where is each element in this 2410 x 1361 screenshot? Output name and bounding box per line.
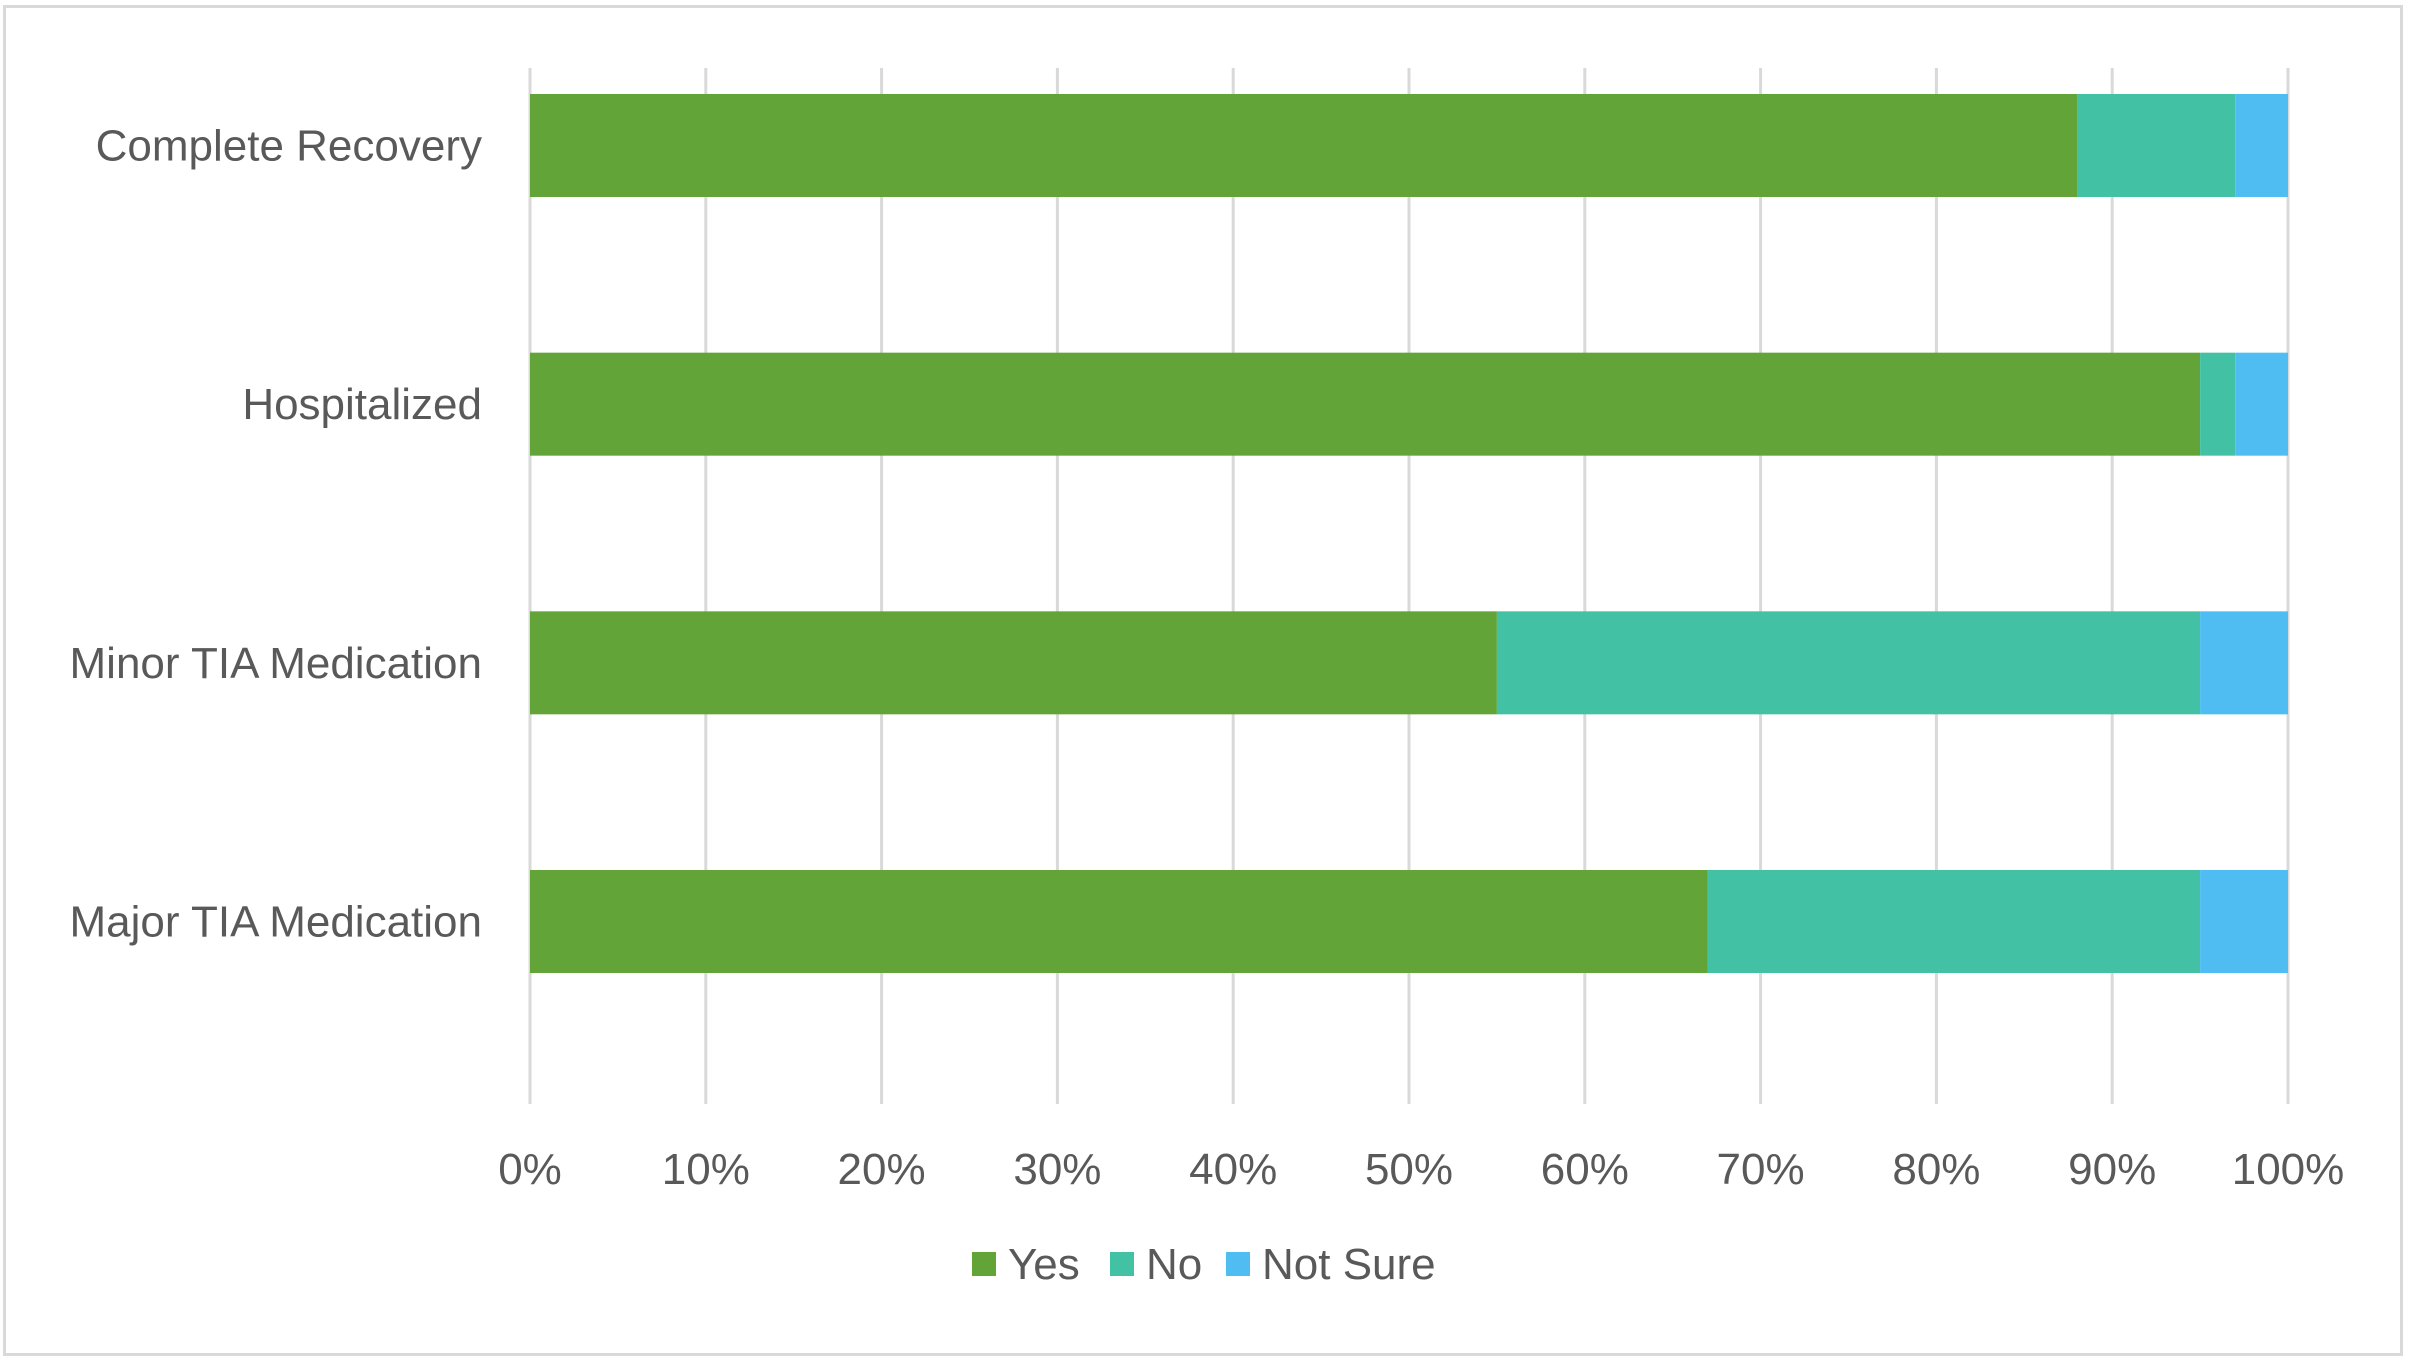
x-tick-label: 60%: [1541, 1145, 1629, 1194]
legend-swatch-yes: [972, 1252, 996, 1276]
bar-segment-not-sure: [2200, 870, 2288, 974]
x-tick-label: 20%: [838, 1145, 926, 1194]
bar-segment-no: [1707, 870, 2201, 974]
bar-segment-yes: [530, 611, 1497, 715]
x-tick-label: 90%: [2068, 1145, 2156, 1194]
legend: Yes No Not Sure: [972, 1240, 1436, 1289]
category-label: Minor TIA Medication: [70, 639, 482, 688]
x-axis-tick-labels: 0% 10% 20% 30% 40% 50% 60% 70% 80% 90% 100%: [498, 1145, 2344, 1194]
x-tick-label: 0%: [498, 1145, 562, 1194]
legend-label: Yes: [1008, 1240, 1080, 1289]
bar-segment-yes: [530, 94, 2078, 197]
legend-swatch-not-sure: [1226, 1252, 1250, 1276]
bar-segment-yes: [530, 352, 2201, 456]
bar-segment-no: [1496, 611, 2201, 715]
bar-segment-not-sure: [2235, 94, 2288, 197]
legend-label: No: [1146, 1240, 1202, 1289]
bar-segment-yes: [530, 870, 1708, 974]
x-tick-label: 80%: [1892, 1145, 1980, 1194]
bar-segment-no: [2200, 352, 2236, 456]
x-tick-label: 100%: [2232, 1145, 2345, 1194]
x-tick-label: 10%: [662, 1145, 750, 1194]
category-label: Complete Recovery: [96, 122, 482, 171]
x-tick-label: 70%: [1717, 1145, 1805, 1194]
legend-label: Not Sure: [1262, 1240, 1436, 1289]
category-labels: Complete Recovery Hospitalized Minor TIA M…: [70, 122, 482, 947]
bar-segment-no: [2077, 94, 2236, 197]
legend-swatch-no: [1110, 1252, 1134, 1276]
category-label: Hospitalized: [242, 380, 482, 429]
x-tick-label: 30%: [1013, 1145, 1101, 1194]
bar-segment-not-sure: [2200, 611, 2288, 715]
category-label: Major TIA Medication: [70, 898, 482, 947]
bars: [530, 94, 2288, 974]
bar-segment-not-sure: [2235, 352, 2288, 456]
x-tick-label: 50%: [1365, 1145, 1453, 1194]
x-tick-label: 40%: [1189, 1145, 1277, 1194]
